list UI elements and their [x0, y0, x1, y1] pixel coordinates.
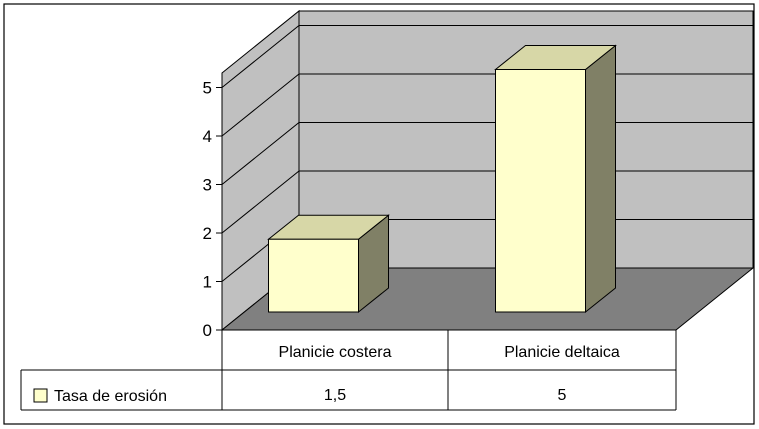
bar-planicie-deltaica — [494, 44, 617, 314]
y-tick-label-5: 5 — [203, 79, 212, 98]
y-tick-label-3: 3 — [203, 176, 212, 195]
bar-planicie-costera — [267, 214, 390, 314]
y-tick-label-2: 2 — [203, 224, 212, 243]
bar-front-planicie-costera — [268, 238, 359, 313]
bars — [267, 44, 617, 314]
value-label-planicie-deltaica: 5 — [558, 387, 567, 404]
category-label-planicie-deltaica: Planicie deltaica — [504, 344, 620, 361]
value-label-planicie-costera: 1,5 — [324, 387, 346, 404]
legend-swatch — [33, 388, 48, 403]
y-tick-label-0: 0 — [203, 321, 212, 340]
y-tick-label-1: 1 — [203, 273, 212, 292]
bar-side-planicie-deltaica — [585, 44, 616, 314]
y-axis-ticks: 0 1 2 3 4 5 — [203, 79, 222, 340]
bar-front-planicie-deltaica — [495, 69, 586, 313]
y-tick-label-4: 4 — [203, 127, 212, 146]
gridline-5 — [221, 25, 753, 88]
category-label-planicie-costera: Planicie costera — [279, 344, 392, 361]
series-name-tasa-de-erosion: Tasa de erosión — [54, 388, 167, 405]
data-table: Planicie costera Planicie deltaica Tasa … — [20, 330, 677, 411]
